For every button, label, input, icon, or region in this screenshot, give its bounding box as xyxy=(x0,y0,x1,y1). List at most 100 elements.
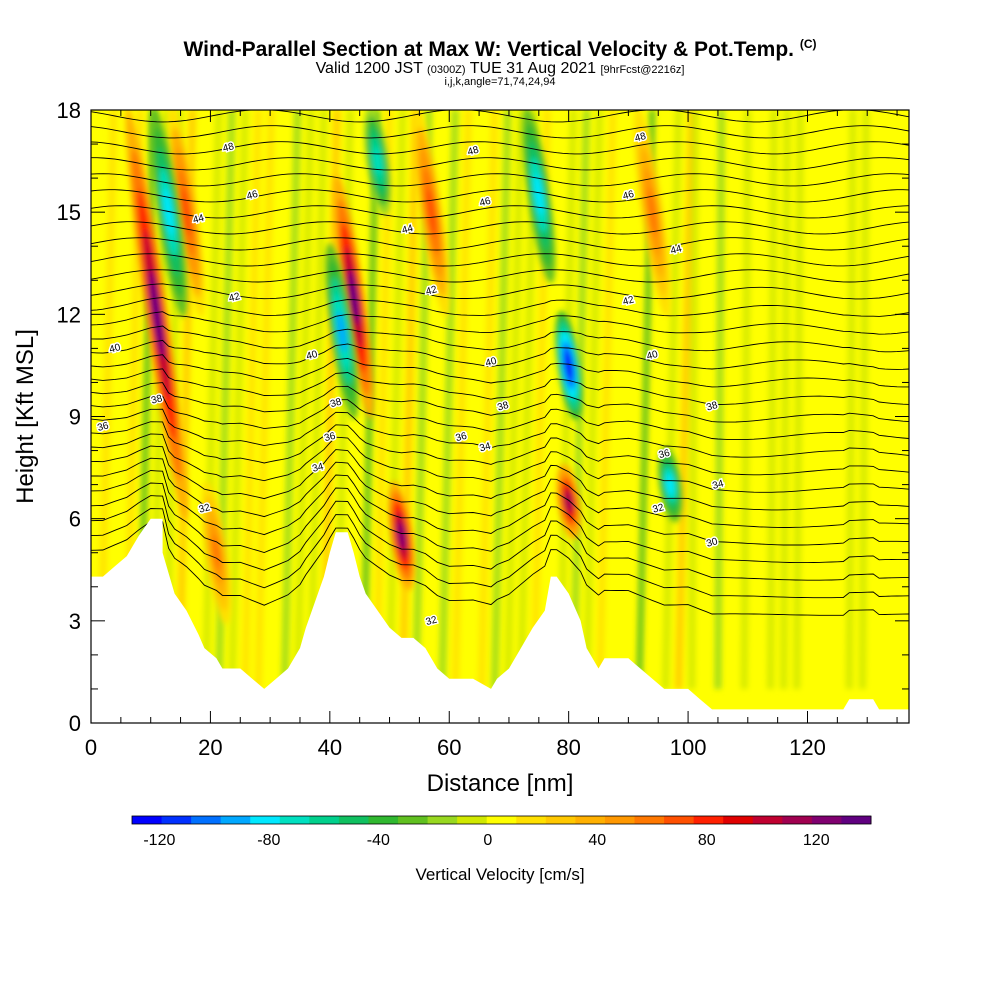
x-tick-label: 0 xyxy=(85,735,97,760)
theta-contours xyxy=(91,110,909,616)
updraft-core-band xyxy=(211,535,221,571)
x-tick-label: 60 xyxy=(437,735,461,760)
field-streak xyxy=(477,110,499,689)
field-streak xyxy=(780,110,791,689)
field-streak xyxy=(504,110,525,689)
colorbar-swatch xyxy=(634,816,665,824)
updraft-core-band xyxy=(647,187,658,237)
contour-label: 38 xyxy=(496,400,510,414)
updraft-core-band xyxy=(149,269,164,359)
y-tick-label: 3 xyxy=(69,609,81,634)
contour-label: 44 xyxy=(192,213,206,227)
colorbar-swatch xyxy=(368,816,399,824)
downdraft-core xyxy=(150,110,187,318)
field-streak xyxy=(688,110,699,689)
field-streak xyxy=(267,110,289,689)
field-streak xyxy=(727,110,739,689)
colorbar-tick-label: -40 xyxy=(367,832,390,849)
theta-contour-line xyxy=(91,189,909,203)
colorbar-swatch xyxy=(250,816,281,824)
theta-contour-line xyxy=(91,395,909,441)
contour-label: 38 xyxy=(150,393,164,407)
contour-label: 46 xyxy=(246,189,260,203)
colorbar-swatch xyxy=(161,816,192,824)
field-streak xyxy=(674,110,696,689)
colorbar-swatch xyxy=(723,816,754,824)
colorbar-tick-label: 120 xyxy=(803,832,830,849)
field-streak xyxy=(451,110,472,689)
colorbar-swatch xyxy=(752,816,783,824)
field-streak xyxy=(806,110,818,689)
contour-label: 32 xyxy=(198,502,212,516)
field-streak xyxy=(228,110,249,689)
colorbar-swatch xyxy=(398,816,429,824)
y-tick-label: 9 xyxy=(69,405,81,430)
contour-label: 44 xyxy=(669,243,683,257)
field-streak xyxy=(582,110,604,689)
terrain-mask xyxy=(91,518,909,723)
colorbar-swatch xyxy=(664,816,695,824)
field-streak xyxy=(254,110,275,689)
colorbar-tick-label: -80 xyxy=(257,832,280,849)
theta-contour-line xyxy=(91,433,909,493)
contour-label: 38 xyxy=(329,396,343,410)
x-tick-label: 100 xyxy=(670,735,707,760)
y-tick-label: 18 xyxy=(57,98,81,123)
theta-contour-line xyxy=(91,311,909,335)
contour-label: 36 xyxy=(455,431,469,445)
contour-label: 40 xyxy=(484,356,498,370)
colorbar-swatch xyxy=(516,816,547,824)
contour-label: 48 xyxy=(222,141,236,155)
colorbar-frame xyxy=(131,815,872,825)
contour-label: 48 xyxy=(466,144,480,158)
updraft-core xyxy=(333,175,375,420)
theta-contour-line xyxy=(91,470,909,546)
updraft-core-band xyxy=(397,521,406,550)
y-tick-label: 6 xyxy=(69,507,81,532)
chart-subtitle: Valid 1200 JST (0300Z) TUE 31 Aug 2021 [… xyxy=(315,60,685,77)
downdraft-core-band xyxy=(534,174,544,216)
theta-contour-line xyxy=(91,445,909,511)
contour-label: 46 xyxy=(478,196,492,210)
axis-ticks xyxy=(90,109,909,724)
theta-contour-line xyxy=(91,205,909,219)
field-streak xyxy=(871,110,883,689)
x-tick-label: 20 xyxy=(198,735,222,760)
theta-contour-labels: 48 48 48 46 46 46 44 44 44 42 42 42 40 40 40 40 38 38 38 38… xyxy=(95,129,727,629)
updraft-core-band xyxy=(564,490,573,513)
field-streak xyxy=(96,110,118,689)
colorbar-swatch xyxy=(427,816,458,824)
theta-contour-line xyxy=(91,221,909,235)
colorbar-swatch xyxy=(693,816,724,824)
colorbar-swatch xyxy=(457,816,488,824)
field-streak xyxy=(885,110,896,689)
field-streak xyxy=(517,110,538,689)
field-streak xyxy=(845,110,857,689)
downdraft-core-band xyxy=(666,473,675,496)
updraft-core xyxy=(388,481,415,591)
updraft-core xyxy=(125,110,188,521)
contour-label: 40 xyxy=(646,349,660,363)
field-streak xyxy=(188,110,210,689)
field-streak xyxy=(661,110,683,689)
colorbar-tick-label: 0 xyxy=(483,832,492,849)
colorbar-swatch xyxy=(782,816,813,824)
copyright-mark: (C) xyxy=(799,37,817,51)
contour-label: 42 xyxy=(622,294,636,308)
colorbar-swatch xyxy=(191,816,222,824)
theta-contour-line xyxy=(91,354,909,388)
field-streak xyxy=(438,110,459,689)
theta-contour-line xyxy=(91,408,909,458)
downdraft-core xyxy=(658,446,683,523)
field-streak xyxy=(241,110,262,689)
contour-label: 30 xyxy=(705,536,719,550)
colorbar-swatch xyxy=(132,816,163,824)
colorbar-swatch xyxy=(604,816,636,824)
y-tick-label: 12 xyxy=(57,302,81,327)
theta-contour-line xyxy=(91,382,909,423)
theta-contour-line xyxy=(91,297,909,317)
field-streak xyxy=(740,110,752,689)
theta-contour-line xyxy=(91,339,909,370)
plot-area: 48 48 48 46 46 46 44 44 44 42 42 42 40 40 40 40 38 38 38 38… xyxy=(91,110,909,723)
